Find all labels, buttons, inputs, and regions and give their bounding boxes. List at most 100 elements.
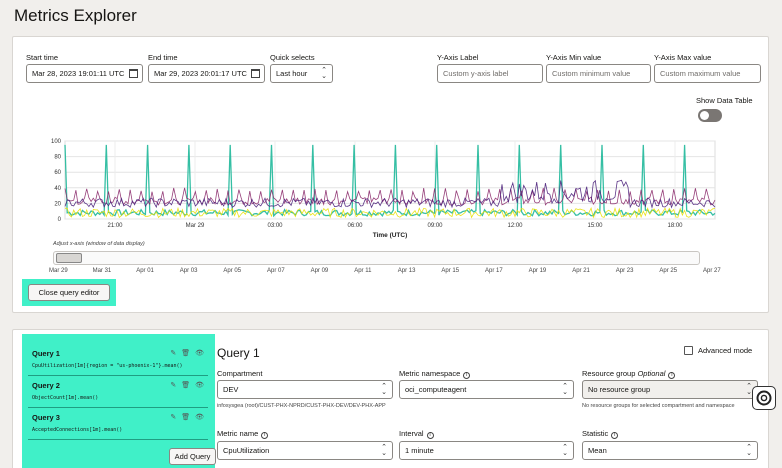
y-tick-label: 100: [51, 139, 62, 145]
chart-panel: Start time Mar 28, 2023 19:01:11 UTC End…: [12, 36, 769, 313]
eye-off-icon[interactable]: 👁: [195, 382, 204, 389]
slider-tick-label: Apr 17: [485, 268, 503, 274]
add-query-button[interactable]: Add Query: [169, 448, 216, 465]
trash-icon[interactable]: 🗑: [181, 414, 191, 421]
eye-icon[interactable]: 👁: [195, 350, 204, 357]
help-lifebuoy-button[interactable]: [752, 386, 776, 410]
chevron-updown-icon: ⌃ ⌄: [381, 444, 387, 457]
advanced-mode-checkbox[interactable]: [684, 346, 693, 355]
advanced-mode-label: Advanced mode: [698, 346, 753, 355]
y-axis-max-input[interactable]: Custom maximum value: [654, 64, 761, 83]
x-tick-label: Mar 29: [186, 223, 205, 229]
chevron-updown-icon: ⌃ ⌄: [321, 67, 327, 80]
namespace-dropdown[interactable]: oci_computeagent ⌃ ⌄: [399, 380, 574, 399]
edit-icon[interactable]: ✎: [170, 414, 177, 421]
metrics-chart: 0 20 40 60 80 100 21:00 Mar 29 03:00 06:00 09:00 12…: [51, 139, 716, 239]
x-tick-label: 21:00: [107, 223, 123, 229]
slider-tick-label: Apr 09: [310, 268, 329, 274]
trash-icon[interactable]: 🗑: [181, 350, 191, 357]
y-axis-min-label: Y-Axis Min value: [546, 53, 602, 62]
resource-group-note: No resource groups for selected compartm…: [582, 403, 735, 409]
slider-handle[interactable]: [56, 253, 82, 263]
slider-tick-label: Apr 03: [179, 268, 198, 274]
y-axis-label-input[interactable]: Custom y-axis label: [437, 64, 543, 83]
slider-tick-label: Mar 31: [92, 268, 112, 274]
slider-tick-label: Mar 29: [49, 268, 68, 274]
chevron-updown-icon: ⌃ ⌄: [746, 383, 752, 396]
y-tick-label: 80: [54, 155, 61, 161]
x-tick-label: 06:00: [347, 223, 363, 229]
slider-caption: Adjust x-axis (window of data display): [53, 241, 145, 247]
y-tick-label: 60: [54, 170, 61, 176]
info-icon: i: [668, 372, 676, 379]
slider-tick-label: Apr 27: [703, 268, 721, 274]
query-item[interactable]: Query 2 ObjectCount[1m].mean() ✎ 🗑 👁: [28, 378, 208, 408]
calendar-icon[interactable]: [251, 69, 260, 78]
lifebuoy-icon: [756, 390, 772, 406]
trash-icon[interactable]: 🗑: [181, 382, 191, 389]
info-icon: i: [611, 432, 619, 439]
slider-tick-label: Apr 25: [659, 268, 678, 274]
resource-group-label: Resource group Optional i: [582, 369, 676, 379]
interval-dropdown[interactable]: 1 minute ⌃ ⌄: [399, 441, 574, 460]
statistic-dropdown[interactable]: Mean ⌃ ⌄: [582, 441, 758, 460]
eye-off-icon[interactable]: 👁: [195, 414, 204, 421]
y-axis-label-label: Y-Axis Label: [437, 53, 479, 62]
x-axis-range-slider[interactable]: [53, 251, 700, 265]
y-axis-max-label: Y-Axis Max value: [654, 53, 712, 62]
close-query-editor-button[interactable]: Close query editor: [28, 284, 110, 301]
y-axis-min-input[interactable]: Custom minimum value: [546, 64, 651, 83]
close-editor-highlight: Close query editor: [22, 279, 116, 306]
query-item[interactable]: Query 3 AcceptedConnections[1m].mean() ✎…: [28, 410, 208, 440]
y-tick-label: 20: [54, 201, 61, 207]
query-expression: AcceptedConnections[1m].mean(): [32, 427, 123, 433]
x-tick-label: 09:00: [427, 223, 443, 229]
quick-selects-dropdown[interactable]: Last hour ⌃ ⌄: [270, 64, 333, 83]
compartment-path: infosysgea (root)/CUST-PHX-NPRD/CUST-PHX…: [217, 403, 386, 409]
chevron-updown-icon: ⌃ ⌄: [562, 383, 568, 396]
slider-tick-label: Apr 05: [223, 268, 242, 274]
slider-tick-label: Apr 11: [354, 268, 372, 274]
info-icon: i: [463, 372, 471, 379]
end-time-label: End time: [148, 53, 178, 62]
info-icon: i: [261, 432, 269, 439]
quick-selects-label: Quick selects: [270, 53, 315, 62]
chevron-updown-icon: ⌃ ⌄: [746, 444, 752, 457]
start-time-label: Start time: [26, 53, 59, 62]
slider-tick-label: Apr 23: [615, 268, 634, 274]
slider-tick-label: Apr 21: [572, 268, 590, 274]
x-axis-title: Time (UTC): [373, 232, 408, 239]
query-expression: CpuUtilization[1m]{region = "us-phoenix-…: [32, 363, 183, 369]
compartment-dropdown[interactable]: DEV ⌃ ⌄: [217, 380, 393, 399]
compartment-label: Compartment: [217, 369, 263, 378]
slider-tick-label: Apr 13: [397, 268, 416, 274]
namespace-label: Metric namespace i: [399, 369, 471, 379]
query-title: Query 1: [32, 349, 60, 358]
x-tick-label: 15:00: [587, 223, 603, 229]
info-icon: i: [426, 432, 434, 439]
edit-icon[interactable]: ✎: [170, 382, 177, 389]
show-data-table-label: Show Data Table: [696, 96, 753, 105]
series-line: [64, 179, 716, 209]
resource-group-dropdown[interactable]: No resource group ⌃ ⌄: [582, 380, 758, 399]
start-time-field[interactable]: Mar 28, 2023 19:01:11 UTC: [26, 64, 143, 83]
chevron-updown-icon: ⌃ ⌄: [381, 383, 387, 396]
slider-tick-label: Apr 01: [136, 268, 154, 274]
metric-name-dropdown[interactable]: CpuUtilization ⌃ ⌄: [217, 441, 393, 460]
x-tick-label: 12:00: [507, 223, 523, 229]
end-time-field[interactable]: Mar 29, 2023 20:01:17 UTC: [148, 64, 265, 83]
y-tick-label: 0: [58, 217, 62, 223]
edit-icon[interactable]: ✎: [170, 350, 177, 357]
series-line: [64, 187, 716, 206]
show-data-table-toggle[interactable]: [698, 109, 722, 122]
query-item[interactable]: Query 1 CpuUtilization[1m]{region = "us-…: [28, 346, 208, 376]
x-tick-label: 18:00: [667, 223, 683, 229]
slider-tick-label: Apr 19: [528, 268, 547, 274]
series-line: [64, 206, 716, 219]
editor-title: Query 1: [217, 346, 260, 360]
y-tick-label: 40: [54, 186, 61, 192]
query-title: Query 3: [32, 413, 60, 422]
slider-tick-label: Apr 15: [441, 268, 460, 274]
query-title: Query 2: [32, 381, 60, 390]
calendar-icon[interactable]: [129, 69, 138, 78]
